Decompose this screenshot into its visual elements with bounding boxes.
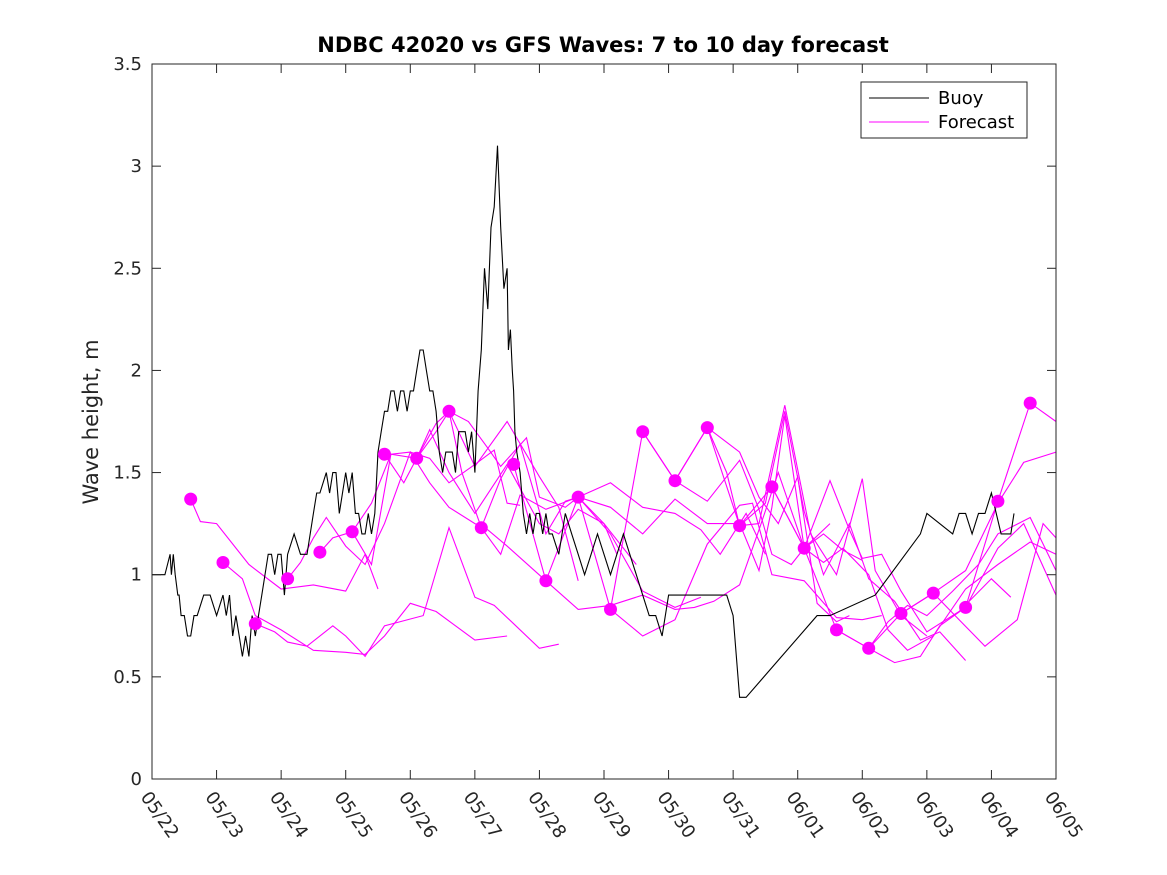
y-axis-label: Wave height, m [79, 339, 103, 504]
forecast-line-19 [771, 486, 1057, 651]
x-tick-label: 06/02 [846, 788, 893, 843]
forecast-dot [184, 492, 198, 506]
forecast-dot [313, 545, 327, 559]
forecast-dot [378, 447, 391, 461]
forecast-dot [733, 519, 747, 533]
x-tick-label: 05/29 [588, 788, 635, 843]
forecast-dot [668, 474, 682, 488]
x-tick-label: 06/01 [782, 788, 829, 843]
forecast-dot [862, 641, 876, 655]
x-tick-label: 05/28 [523, 788, 570, 843]
forecast-line-3 [255, 525, 559, 658]
forecast-dot [474, 521, 488, 535]
forecast-dots [184, 396, 1037, 655]
x-tick-label: 06/03 [911, 788, 958, 843]
forecast-dot [442, 404, 456, 418]
y-tick-label: 3 [131, 156, 142, 177]
forecast-line-24 [965, 402, 1057, 608]
forecast-dot [410, 451, 424, 465]
forecast-dot [281, 572, 295, 586]
forecast-line-17 [706, 411, 967, 661]
forecast-line-16 [674, 405, 928, 637]
y-tick-label: 2 [131, 360, 142, 381]
forecast-line-4 [287, 450, 547, 582]
y-tick-label: 0.5 [113, 667, 142, 688]
buoy-line [152, 145, 1015, 698]
x-tick-label: 06/05 [1040, 788, 1087, 843]
forecast-dot [507, 457, 521, 471]
forecast-dot [604, 602, 617, 616]
forecast-dot [345, 525, 359, 539]
forecast-dot [926, 586, 940, 600]
x-tick-label: 05/25 [330, 788, 377, 843]
plot-frame [151, 63, 1057, 780]
forecast-dot [830, 623, 843, 637]
plot-lines [152, 145, 1057, 698]
legend-buoy-label: Buoy [938, 88, 984, 109]
chart-title: NDBC 42020 vs GFS Waves: 7 to 10 day for… [317, 33, 888, 57]
y-tick-label: 0 [131, 769, 142, 790]
legend-forecast-label: Forecast [938, 112, 1014, 133]
forecast-dot [765, 480, 779, 494]
forecast-dot [571, 490, 585, 504]
x-tick-label: 05/22 [136, 788, 183, 843]
y-tick-labels: 0 0.5 1 1.5 2 2.5 3 3.5 [113, 54, 142, 790]
forecast-line-13 [577, 496, 882, 637]
forecast-dot [797, 541, 811, 555]
x-tick-label: 05/30 [652, 788, 699, 843]
y-tick-label: 1 [131, 565, 142, 586]
forecast-line-12 [545, 415, 831, 581]
legend-box [860, 81, 1028, 139]
y-tick-label: 3.5 [113, 54, 142, 75]
forecast-line-1 [190, 498, 379, 592]
x-tick-label: 05/24 [265, 788, 312, 843]
x-tick-label: 05/26 [394, 788, 441, 843]
forecast-dot [894, 607, 908, 620]
forecast-line-10 [480, 482, 766, 556]
forecast-line-9 [448, 411, 702, 609]
forecast-line-23 [900, 451, 1057, 614]
y-tick-label: 2.5 [113, 258, 142, 279]
forecast-dot [539, 574, 553, 588]
forecast-dot [991, 494, 1005, 508]
forecast-line-2 [222, 562, 508, 655]
forecast-dot [248, 617, 262, 631]
forecast-line-11 [513, 464, 805, 610]
forecast-dot [1023, 396, 1037, 410]
forecast-dot [700, 421, 714, 435]
forecast-line-8 [416, 410, 637, 565]
x-tick-label: 05/31 [717, 788, 764, 843]
x-tick-label: 06/04 [975, 788, 1022, 843]
forecast-dot [959, 600, 973, 614]
forecast-line-6 [351, 410, 579, 581]
forecast-line-21 [836, 522, 1057, 664]
x-tick-labels: 05/22 05/23 05/24 05/25 05/26 05/27 05/28 05/29… [136, 788, 1087, 843]
forecast-dot [636, 425, 650, 439]
axis-ticks [151, 63, 1057, 780]
x-tick-label: 05/23 [200, 788, 247, 843]
y-tick-label: 1.5 [113, 463, 142, 484]
x-tick-label: 05/27 [459, 788, 506, 843]
forecast-dot [216, 556, 230, 569]
legend: Buoy Forecast [860, 81, 1028, 139]
forecast-line-22 [868, 522, 1057, 649]
